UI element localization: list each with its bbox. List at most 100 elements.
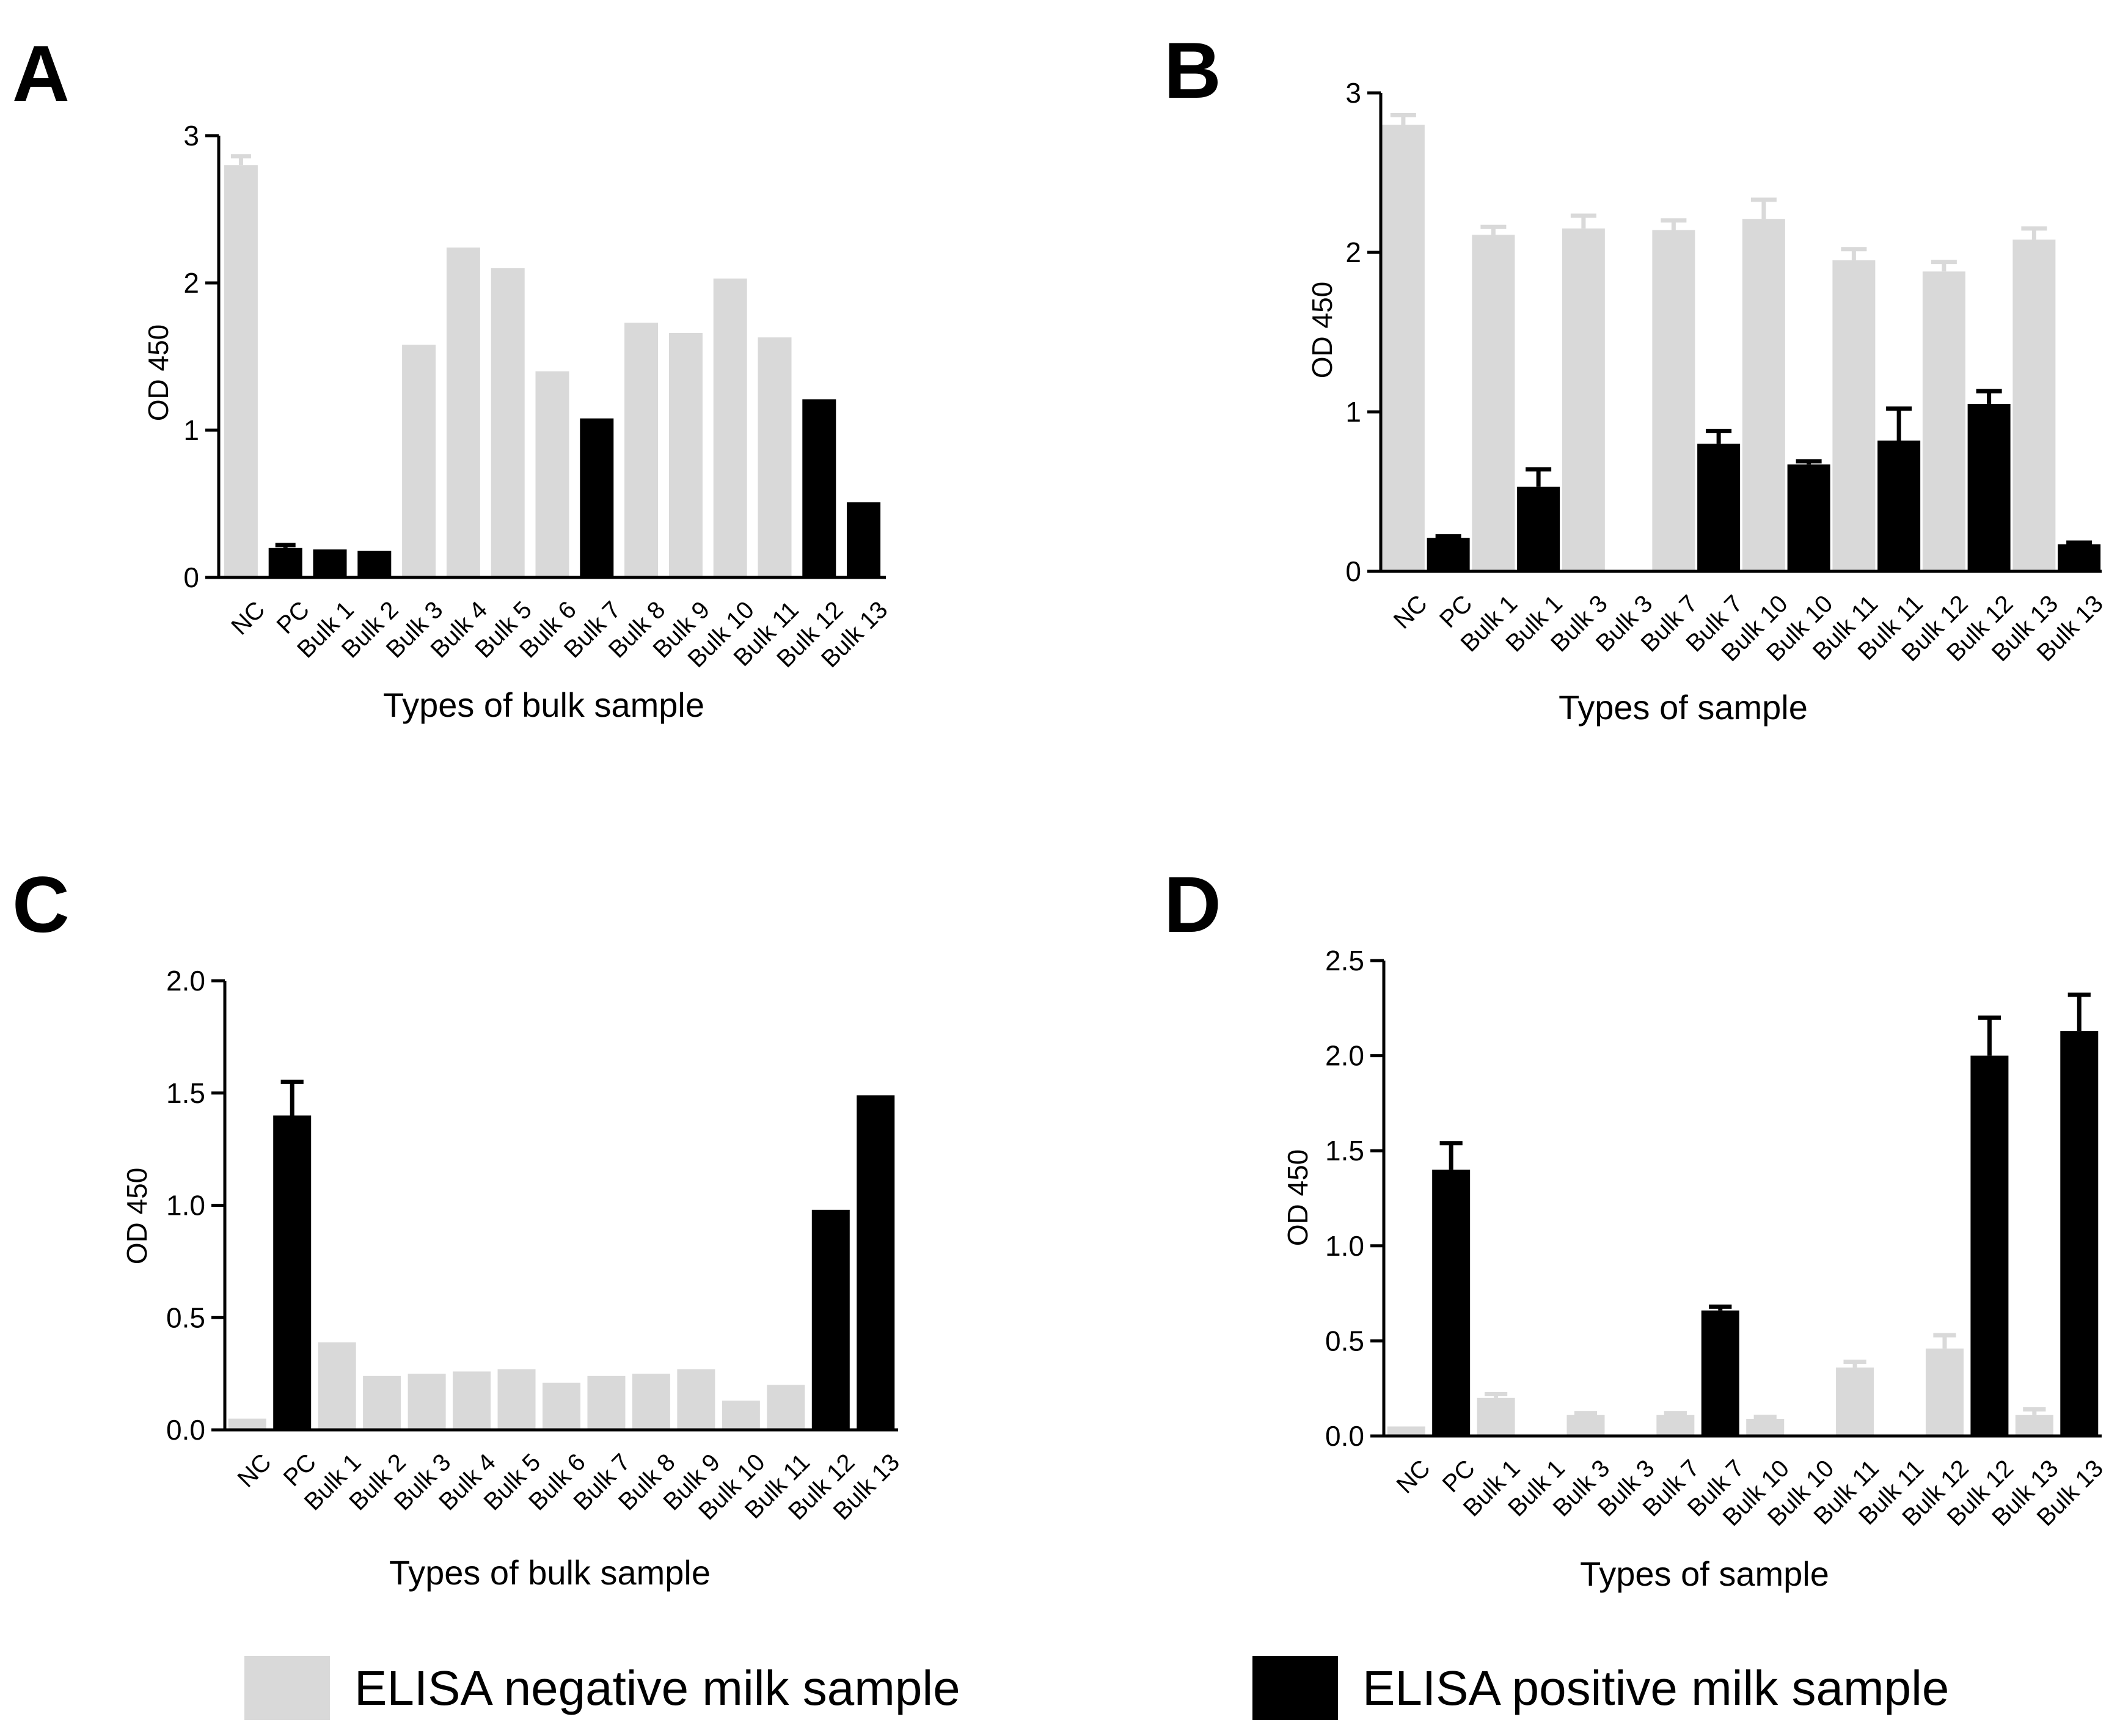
panel-d-bar: [1387, 1426, 1425, 1436]
panel-b-y-tick-label: 0: [1345, 555, 1361, 587]
panel-b-bar: [1832, 260, 1876, 571]
panel-d-error-bar: [1574, 1411, 1598, 1416]
panel-c-y-tick-label: 1.0: [166, 1190, 205, 1221]
panel-a-bars: [224, 154, 881, 577]
legend-negative-swatch: [244, 1656, 330, 1720]
panel-b-bar: [1381, 125, 1425, 571]
panel-a-y-axis-title: OD 450: [142, 324, 174, 422]
panel-b-x-tick-label: NC: [1389, 590, 1433, 634]
panel-d-error-bar: [1978, 1015, 2001, 1056]
panel-d-y-tick-label: 2.0: [1325, 1040, 1364, 1072]
panel-d-error-bar: [1439, 1141, 1463, 1170]
panel-b-bar: [1787, 464, 1830, 571]
panel-d-bar: [1656, 1415, 1695, 1436]
panel-c-y-tick-label: 2.0: [166, 965, 205, 997]
panel-c-bar: [453, 1371, 491, 1430]
panel-c-y-axis-title: OD 450: [121, 1168, 153, 1265]
panel-d-x-tick-label: NC: [1392, 1455, 1436, 1499]
panel-c-bar: [273, 1115, 312, 1430]
panel-c-bar: [363, 1375, 401, 1430]
panel-b-bar: [1652, 230, 1695, 572]
legend: ELISA negative milk sample ELISA positiv…: [244, 1656, 1949, 1720]
panel-a-y-tick-label: 3: [183, 120, 199, 152]
panel-c-bar: [408, 1374, 446, 1430]
panel-d-y-tick-label: 0.5: [1325, 1325, 1364, 1357]
panel-a-bar: [580, 418, 614, 577]
legend-positive-label: ELISA positive milk sample: [1362, 1661, 1949, 1715]
panel-b-bar: [1472, 235, 1515, 571]
panel-a-error-bar: [275, 543, 296, 548]
panel-b-error-bar: [1570, 213, 1596, 229]
panel-d-error-bar: [1664, 1411, 1687, 1416]
panel-b-y-axis-title: OD 450: [1306, 282, 1338, 379]
panel-c-bar: [722, 1401, 760, 1430]
panel-c-error-bar: [280, 1079, 304, 1116]
panel-c-bar: [767, 1385, 805, 1430]
panel-c-bar: [677, 1369, 715, 1430]
panel-c-bar: [543, 1382, 580, 1430]
panel-a-bar: [491, 268, 525, 577]
panel-c-y-ticks: 0.0 0.5 1.0 1.5 2.0: [166, 965, 225, 1446]
panel-d-y-tick-label: 1.5: [1325, 1135, 1364, 1166]
panel-b-y-tick-label: 3: [1345, 77, 1361, 109]
panel-a-bar: [224, 165, 258, 577]
panel-b-y-tick-label: 2: [1345, 236, 1361, 268]
panel-b-error-bar: [1886, 406, 1912, 441]
panel-c-bar: [811, 1209, 850, 1430]
panel-d-bar: [1746, 1418, 1785, 1436]
panel-b-error-bar: [1796, 459, 1822, 465]
panel-d-bar: [2015, 1415, 2053, 1436]
panel-a-x-tick-label: NC: [226, 596, 270, 640]
panel-d-error-bar: [1753, 1415, 1777, 1419]
panel-b-bar: [2058, 544, 2101, 571]
panel-d-bar: [2060, 1031, 2099, 1436]
panel-d-y-tick-label: 2.5: [1325, 945, 1364, 976]
panel-c-bar: [318, 1342, 356, 1430]
panel-a-y-tick-label: 1: [183, 414, 199, 446]
panel-b-x-axis-title: Types of sample: [1559, 688, 1808, 727]
panel-a-bar: [847, 502, 881, 577]
panel-b-error-bar: [1480, 224, 1507, 235]
panel-d-y-tick-label: 1.0: [1325, 1230, 1364, 1262]
panel-b-error-bar: [1706, 428, 1732, 444]
panel-d-bars: [1387, 992, 2099, 1436]
panel-d-error-bar: [1933, 1333, 1956, 1349]
panel-b-error-bar: [1435, 534, 1461, 539]
panel-c-y-tick-label: 0.5: [166, 1302, 205, 1333]
panel-b-bar: [1742, 219, 1785, 571]
panel-b-error-bar: [1976, 389, 2002, 404]
panel-c-y-tick-label: 1.5: [166, 1077, 205, 1109]
panel-a-bar: [668, 332, 703, 577]
panel-b-bar: [1877, 440, 1921, 571]
panel-b-y-tick-label: 1: [1345, 396, 1361, 428]
panel-c-y-tick-label: 0.0: [166, 1414, 205, 1446]
panel-c-bar: [857, 1095, 895, 1430]
panel-d-error-bar: [2023, 1407, 2046, 1415]
panel-a-letter: A: [12, 29, 70, 118]
panel-d-bar: [1566, 1415, 1605, 1436]
panel-a-bar: [357, 551, 392, 577]
panel-c-letter: C: [12, 860, 70, 949]
panel-c-bar: [228, 1418, 266, 1430]
panel-c-x-tick-label: NC: [233, 1449, 277, 1493]
panel-a-bar: [758, 337, 792, 577]
panel-a-x-axis-title: Types of bulk sample: [383, 686, 704, 724]
panel-c-x-axis-title: Types of bulk sample: [389, 1553, 711, 1592]
panel-a-y-tick-label: 0: [183, 562, 199, 593]
panel-d-error-bar: [1709, 1304, 1732, 1311]
panel-b-bars: [1381, 113, 2101, 572]
panel-a-bar: [313, 549, 347, 577]
panel-d-bar: [1432, 1170, 1471, 1436]
panel-d-bar: [1477, 1397, 1515, 1436]
legend-negative-label: ELISA negative milk sample: [354, 1661, 960, 1715]
panel-d-bar: [1701, 1310, 1739, 1436]
panel-b-error-bar: [1661, 218, 1687, 230]
panel-b-bar: [1562, 228, 1605, 572]
